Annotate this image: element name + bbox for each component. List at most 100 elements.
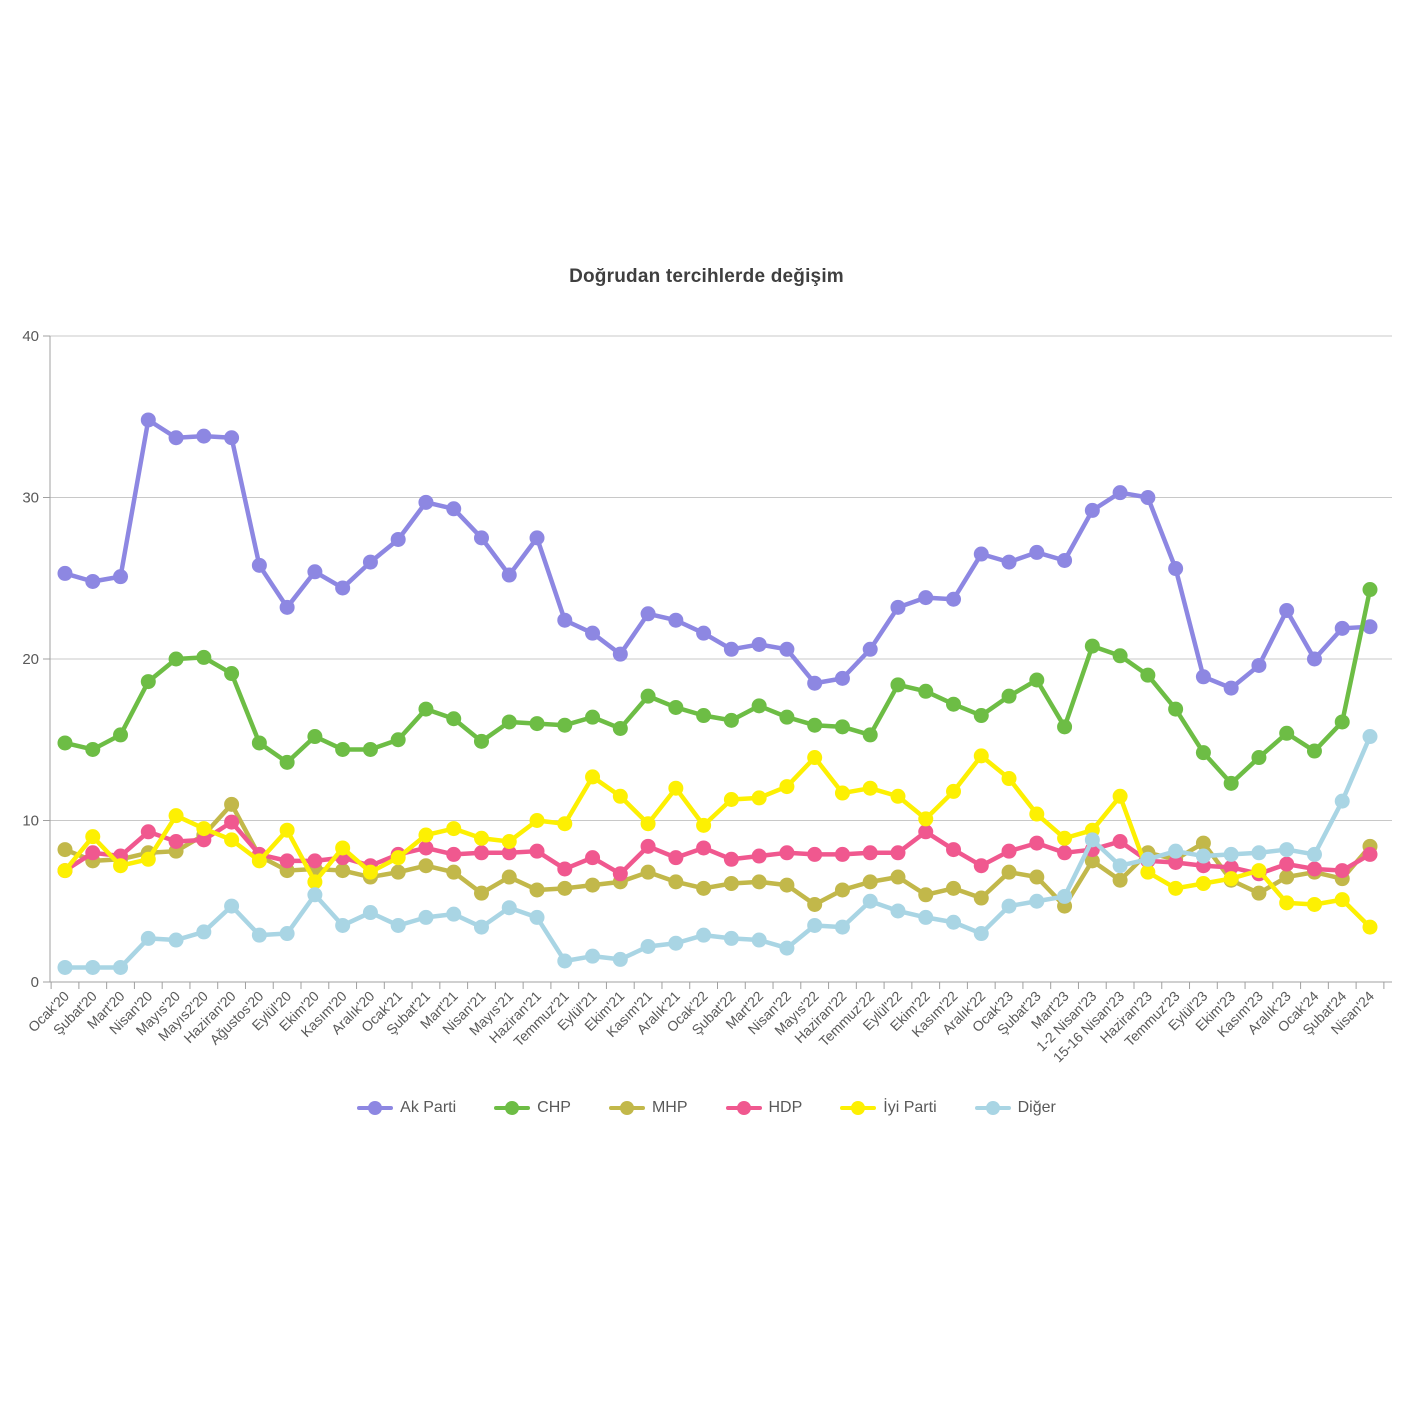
- data-point-chp-1-2-nisan-23: [1084, 638, 1100, 654]
- legend-label-i-yi-parti: İyi Parti: [883, 1099, 937, 1116]
- data-point-hdp-nisan-24: [1362, 846, 1378, 862]
- legend-marker-hdp-icon: [725, 1101, 762, 1115]
- data-point-i-yi-parti-eylul-20: [279, 822, 295, 838]
- data-point-hdp-mayis-22: [807, 846, 823, 862]
- legend-item-i-yi-parti: İyi Parti: [840, 1099, 937, 1117]
- data-point-ak-parti-haziran-20: [224, 430, 240, 446]
- data-point-diger-mayis-21: [501, 900, 517, 916]
- data-point-hdp-mart-22: [751, 848, 767, 864]
- data-point-ak-parti-temmuz-23: [1168, 561, 1184, 577]
- data-point-diger-mart-22: [751, 932, 767, 948]
- legend-marker-diger-icon: [974, 1101, 1011, 1115]
- data-point-chp-subat-20: [85, 741, 101, 757]
- data-point-hdp-haziran-22: [834, 846, 850, 862]
- data-point-mhp-temmuz-21: [557, 880, 573, 896]
- data-point-diger-haziran-23: [1140, 851, 1156, 867]
- data-point-diger-mart-21: [446, 906, 462, 922]
- data-point-i-yi-parti-15-16-nisan-23: [1112, 788, 1128, 804]
- data-point-hdp-ekim-20: [307, 853, 323, 869]
- data-point-chp-nisan-20: [140, 674, 156, 690]
- data-point-ak-parti-nisan-20: [140, 412, 156, 428]
- data-point-i-yi-parti-subat-24: [1334, 892, 1350, 908]
- data-point-chp-kasim-23: [1251, 750, 1267, 766]
- data-point-i-yi-parti-subat-23: [1029, 806, 1045, 822]
- data-point-chp-haziran-22: [834, 719, 850, 735]
- data-point-ak-parti-aralik-23: [1279, 603, 1295, 619]
- data-point-chp-ekim-21: [612, 720, 628, 736]
- data-point-diger-ekim-21: [612, 951, 628, 967]
- data-point-i-yi-parti-ekim-21: [612, 788, 628, 804]
- data-point-diger-subat-24: [1334, 793, 1350, 809]
- data-point-chp-subat-21: [418, 701, 434, 717]
- data-point-diger-mayis2-20: [196, 924, 212, 940]
- data-point-i-yi-parti-ocak-20: [57, 863, 73, 879]
- data-point-ak-parti-subat-22: [723, 641, 739, 657]
- data-point-ak-parti-nisan-24: [1362, 619, 1378, 635]
- data-point-diger-kasim-22: [946, 914, 962, 930]
- data-point-diger-agustos-20: [251, 927, 267, 943]
- data-point-diger-mayis-20: [168, 932, 184, 948]
- data-point-mhp-kasim-21: [640, 864, 656, 880]
- data-point-i-yi-parti-haziran-20: [224, 832, 240, 848]
- data-point-hdp-ocak-23: [1001, 843, 1017, 859]
- data-point-hdp-haziran-21: [529, 843, 545, 859]
- data-point-diger-ocak-22: [696, 927, 712, 943]
- data-point-chp-temmuz-22: [862, 727, 878, 743]
- data-point-chp-eylul-23: [1195, 745, 1211, 761]
- legend-marker-ak-parti-icon: [357, 1101, 394, 1115]
- legend-dot: [619, 1101, 634, 1115]
- data-point-ak-parti-mayis2-20: [196, 428, 212, 444]
- data-point-mhp-subat-23: [1029, 869, 1045, 885]
- data-point-chp-ocak-23: [1001, 688, 1017, 704]
- data-point-i-yi-parti-nisan-21: [473, 830, 489, 846]
- data-point-hdp-kasim-21: [640, 838, 656, 854]
- data-point-ak-parti-temmuz-22: [862, 641, 878, 657]
- series-line-i-yi-parti: [62, 753, 1373, 930]
- data-point-mhp-nisan-22: [779, 877, 795, 893]
- data-point-diger-haziran-20: [224, 898, 240, 914]
- data-point-chp-mayis-20: [168, 651, 184, 667]
- data-point-chp-ocak-21: [390, 732, 406, 748]
- data-point-chp-ocak-22: [696, 708, 712, 724]
- data-point-chp-eylul-20: [279, 754, 295, 770]
- legend-dot: [985, 1101, 1000, 1115]
- y-tick-label: 0: [31, 974, 39, 991]
- data-point-diger-kasim-23: [1251, 845, 1267, 861]
- data-point-mhp-mart-22: [751, 874, 767, 890]
- data-point-chp-kasim-22: [946, 696, 962, 712]
- data-point-ak-parti-ocak-23: [1001, 554, 1017, 570]
- data-point-i-yi-parti-haziran-22: [834, 785, 850, 801]
- data-point-mhp-kasim-23: [1251, 885, 1267, 901]
- data-point-diger-kasim-21: [640, 938, 656, 954]
- data-point-hdp-15-16-nisan-23: [1112, 833, 1128, 849]
- data-point-chp-mayis-21: [501, 714, 517, 730]
- chart-title: Doğrudan tercihlerde değişim: [569, 266, 844, 287]
- data-point-ak-parti-1-2-nisan-23: [1084, 502, 1100, 518]
- data-point-chp-mart-22: [751, 698, 767, 714]
- data-point-diger-subat-23: [1029, 893, 1045, 909]
- data-point-ak-parti-eylul-21: [585, 625, 601, 641]
- data-point-diger-ocak-24: [1306, 846, 1322, 862]
- data-point-diger-ocak-20: [57, 959, 73, 975]
- data-point-chp-nisan-24: [1362, 582, 1378, 598]
- data-point-diger-eylul-23: [1195, 848, 1211, 864]
- data-point-i-yi-parti-temmuz-21: [557, 816, 573, 832]
- data-point-chp-aralik-20: [362, 741, 378, 757]
- data-point-diger-aralik-23: [1279, 842, 1295, 858]
- legend-dot: [505, 1101, 520, 1115]
- data-point-hdp-nisan-22: [779, 845, 795, 861]
- data-point-ak-parti-ocak-21: [390, 531, 406, 547]
- data-point-chp-mart-23: [1057, 719, 1073, 735]
- data-point-hdp-eylul-21: [585, 850, 601, 866]
- data-point-mhp-ocak-20: [57, 842, 73, 858]
- series-line-chp: [62, 587, 1373, 786]
- data-point-mhp-mayis-21: [501, 869, 517, 885]
- data-point-chp-ocak-20: [57, 735, 73, 751]
- data-point-i-yi-parti-ocak-21: [390, 850, 406, 866]
- data-point-i-yi-parti-haziran-21: [529, 813, 545, 828]
- data-point-chp-mart-21: [446, 711, 462, 727]
- data-point-ak-parti-mart-22: [751, 636, 767, 652]
- data-point-chp-mart-20: [113, 727, 129, 743]
- data-point-i-yi-parti-mayis-22: [807, 750, 823, 766]
